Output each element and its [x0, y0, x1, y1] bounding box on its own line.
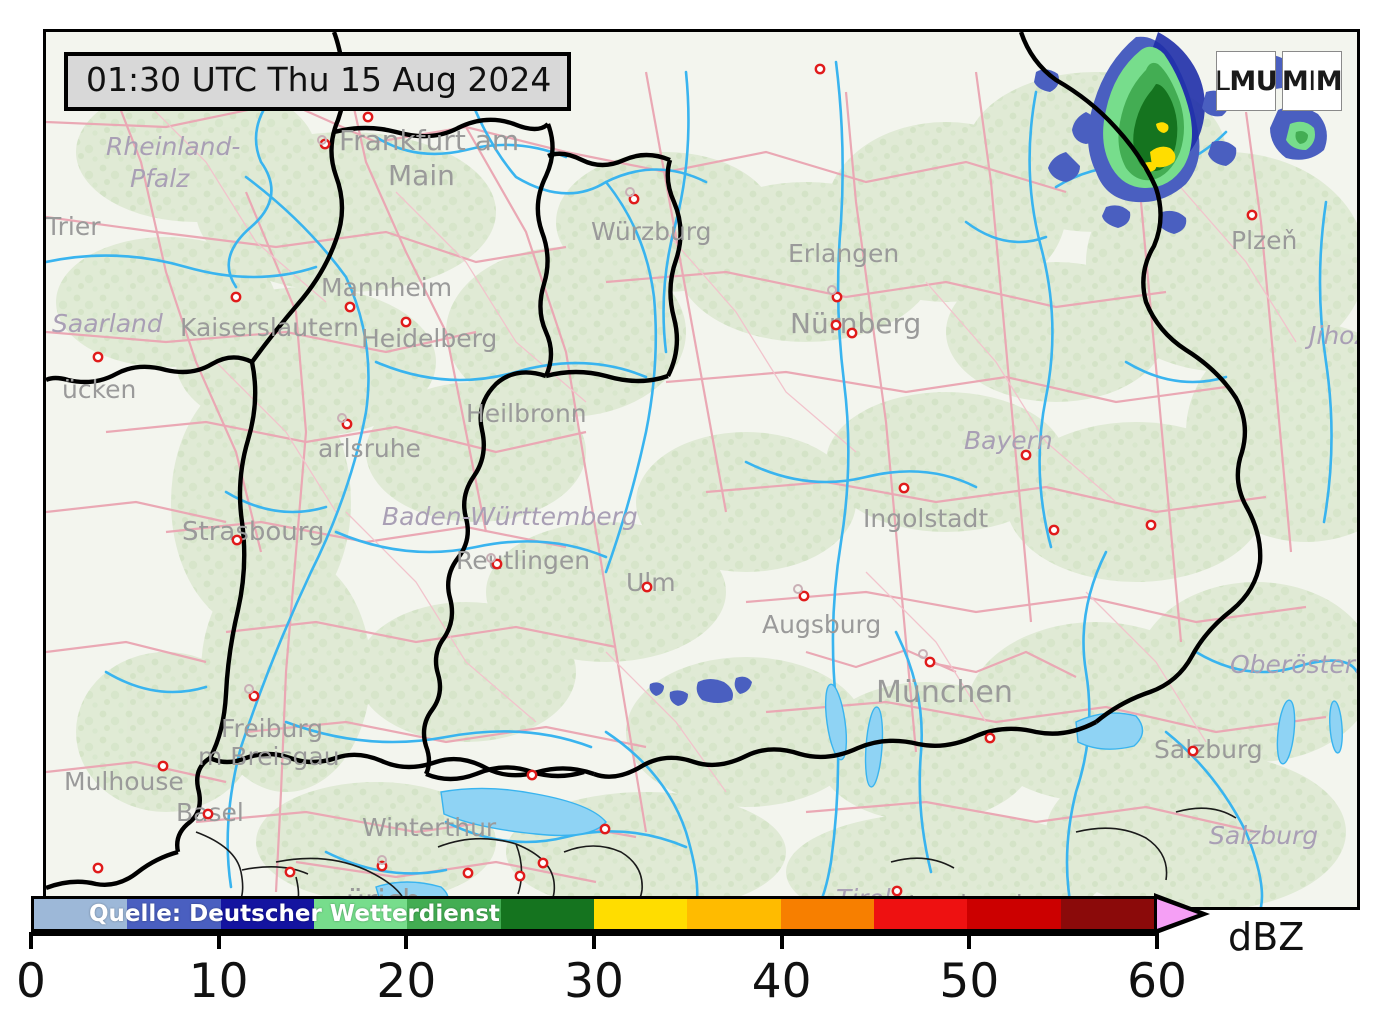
axis-tick-label-60: 60 [1127, 954, 1187, 1009]
map-roads [46, 71, 1327, 893]
lake-traunsee [1329, 700, 1343, 754]
lake-chiemsee [1075, 712, 1144, 750]
map-minor-roads [135, 91, 1297, 793]
logo-mim-text: MIM [1281, 65, 1343, 97]
attribution-text: Quelle: Deutscher Wetterdienst [89, 901, 500, 927]
axis-tick-40 [779, 932, 784, 949]
colorbar-segment-50-55 [967, 899, 1061, 929]
axis-tick-label-30: 30 [564, 954, 624, 1009]
logo-mim[interactable]: MIM [1281, 51, 1343, 111]
logo-lmu-text: LMU [1214, 65, 1278, 97]
map-national-borders [46, 32, 1263, 891]
colorbar-segment-30-35 [593, 899, 688, 929]
axis-tick-30 [592, 932, 596, 949]
lake-bodensee [440, 787, 607, 837]
axis-tick-label-40: 40 [751, 954, 812, 1009]
colorbar-segment-25-30 [500, 899, 594, 929]
colorbar-segment-15-20 [313, 899, 408, 929]
timestamp-text: 01:30 UTC Thu 15 Aug 2024 [86, 60, 552, 99]
logo-lmu-bold: MU [1229, 65, 1278, 97]
map-lakes [375, 683, 1343, 907]
colorbar-segment-10-15 [220, 899, 314, 929]
axis-tick-50 [967, 932, 972, 949]
map-frame[interactable]: Rheinland- Pfalz Saarland Bayern Jihoz B… [43, 29, 1360, 910]
axis-tick-60 [1155, 932, 1159, 949]
logo-mim-bold-b: M [1315, 65, 1343, 97]
axis-tick-label-50: 50 [939, 954, 1000, 1009]
radar-echo-small-cell-swabia [649, 676, 752, 706]
logo-mim-light: I [1308, 65, 1316, 97]
colorbar-segment-0-5 [34, 899, 128, 929]
axis-tick-label-20: 20 [376, 954, 437, 1009]
colorbar-segment-55-60 [1060, 899, 1154, 929]
colorbar-segment-35-40 [687, 899, 781, 929]
logo-mim-bold-a: M [1281, 65, 1309, 97]
colorbar-unit-label: dBZ [1228, 915, 1305, 959]
axis-tick-20 [404, 932, 409, 949]
axis-tick-0 [29, 932, 33, 949]
radar-echo-layer [649, 32, 1327, 706]
colorbar-segment-40-45 [780, 899, 874, 929]
radar-echo-main-cell [1087, 32, 1205, 203]
lake-ammersee [824, 683, 848, 761]
logo-lmu-light: L [1214, 65, 1230, 97]
map-canvas[interactable] [46, 32, 1357, 907]
logo-lmu[interactable]: LMU [1214, 51, 1278, 111]
axis-tick-10 [216, 932, 221, 949]
colorbar-axis: 0 10 20 30 40 50 60 [0, 932, 1390, 1029]
colorbar[interactable]: Quelle: Deutscher Wetterdienst [31, 893, 1221, 935]
axis-tick-label-0: 0 [16, 954, 46, 1009]
colorbar-segment-5-10 [127, 899, 221, 929]
radar-echo-secondary-cell [1270, 106, 1327, 160]
timestamp-box: 01:30 UTC Thu 15 Aug 2024 [64, 52, 572, 111]
colorbar-segment-20-25 [407, 899, 501, 929]
colorbar-arrow-fill [1154, 898, 1198, 930]
colorbar-segment-45-50 [873, 899, 968, 929]
lake-attersee [1276, 699, 1296, 765]
axis-tick-label-10: 10 [188, 954, 249, 1009]
colorbar-segments[interactable] [31, 896, 1157, 932]
